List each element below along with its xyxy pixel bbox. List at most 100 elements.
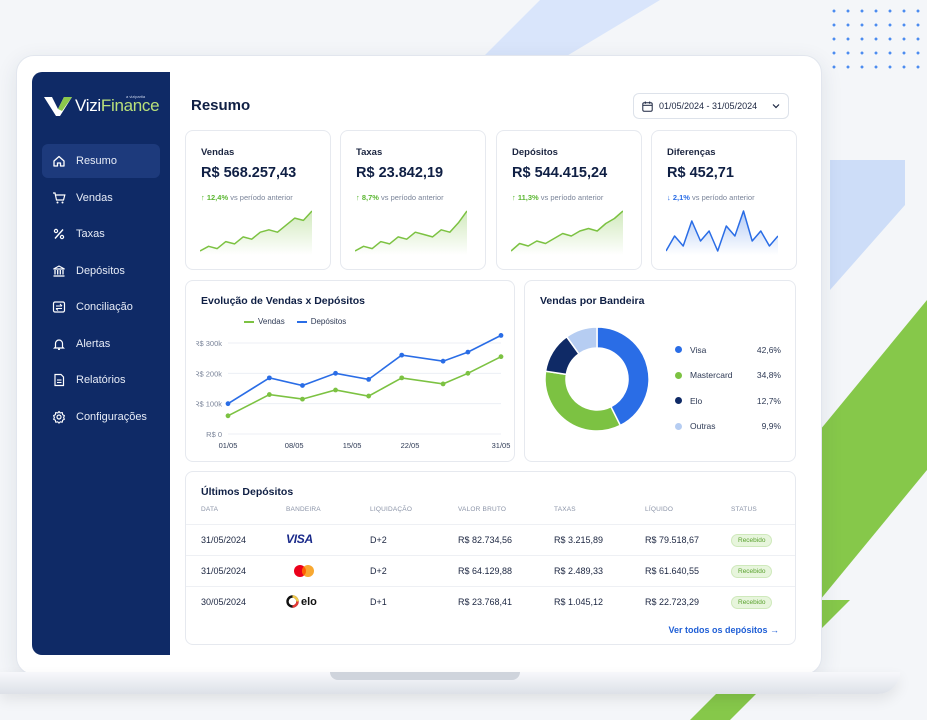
column-header[interactable]: LIQUIDAÇÃO — [370, 506, 413, 513]
sidebar-item-conciliacao[interactable]: Conciliação — [42, 290, 160, 324]
elo-label: elo — [301, 595, 317, 608]
sidebar-item-resumo[interactable]: Resumo — [42, 144, 160, 178]
sidebar-item-label: Depósitos — [76, 264, 125, 277]
legend-row-outras[interactable]: Outras 9,9% — [675, 414, 781, 440]
mastercard-logo-icon — [292, 563, 316, 581]
sidebar-item-label: Alertas — [76, 337, 111, 350]
chart-title: Vendas por Bandeira — [540, 295, 645, 307]
data-point — [333, 370, 338, 376]
donut-chart — [544, 326, 650, 432]
sidebar-item-relatorios[interactable]: Relatórios — [42, 363, 160, 397]
legend-dot — [675, 371, 682, 379]
table-row[interactable]: 31/05/2024 D+2 R$ 64.129,88 R$ 2.489,33 … — [186, 555, 795, 586]
kpi-sparkline — [355, 210, 467, 255]
kpi-value: R$ 452,71 — [667, 165, 734, 181]
calendar-icon — [642, 101, 653, 112]
sparkline-area — [355, 211, 467, 255]
table-row[interactable]: 31/05/2024 VISA D+2 R$ 82.734,56 R$ 3.21… — [186, 524, 795, 555]
data-point — [366, 377, 372, 382]
legend-value: 9,9% — [761, 421, 781, 432]
legend-dot — [675, 397, 682, 405]
x-tick-label: 31/05 — [492, 441, 511, 450]
table-row[interactable]: 30/05/2024 elo D+1 R$ 23.768,41 R$ 1.045… — [186, 586, 795, 617]
legend-row-mastercard[interactable]: Mastercard 34,8% — [675, 363, 781, 389]
y-tick-label: R$ 200k — [196, 369, 222, 378]
legend-row-elo[interactable]: Elo 12,7% — [675, 388, 781, 414]
home-icon — [52, 154, 66, 168]
cell-net: R$ 79.518,67 — [645, 535, 700, 545]
sidebar-item-vendas[interactable]: Vendas — [42, 181, 160, 215]
kpi-card-vendas[interactable]: Vendas R$ 568.257,43 ↑ 12,4% vs período … — [185, 130, 331, 270]
cell-net: R$ 22.723,29 — [645, 597, 700, 607]
kpi-sparkline — [511, 210, 623, 255]
kpi-trend-value: 8,7% — [361, 193, 379, 202]
date-range-picker[interactable]: 01/05/2024 - 31/05/2024 — [633, 93, 789, 119]
column-header[interactable]: STATUS — [731, 506, 757, 513]
x-tick-label: 22/05 — [401, 441, 420, 450]
chevron-down-icon — [772, 104, 780, 109]
legend-label: Depósitos — [310, 317, 347, 326]
trend-up-icon: ↑ — [356, 193, 362, 202]
kpi-card-taxas[interactable]: Taxas R$ 23.842,19 ↑ 8,7% vs período ant… — [340, 130, 486, 270]
dot-pattern — [827, 4, 923, 76]
legend-dot — [675, 346, 682, 354]
column-header[interactable]: TAXAS — [554, 506, 576, 513]
kpi-trend-suffix: vs período anterior — [692, 193, 755, 202]
column-header[interactable]: DATA — [201, 506, 219, 513]
series-line-vendas — [227, 355, 502, 417]
sidebar-nav: Resumo Vendas Taxas Depósitos Conciliaçã… — [42, 144, 160, 436]
sales-by-brand-card: Vendas por Bandeira Visa 42,6% Mastercard… — [524, 280, 796, 462]
column-header[interactable]: BANDEIRA — [286, 506, 321, 513]
kpi-label: Diferenças — [667, 147, 716, 158]
kpi-value: R$ 23.842,19 — [356, 165, 444, 181]
status-badge-label: Recebido — [731, 596, 773, 609]
sidebar-item-configuracoes[interactable]: Configurações — [42, 400, 160, 434]
legend-item-vendas[interactable]: Vendas — [244, 317, 285, 326]
status-badge: Recebido — [731, 565, 773, 578]
chart-legend: Vendas Depósitos — [244, 317, 346, 326]
legend-item-depositos[interactable]: Depósitos — [296, 317, 347, 326]
sidebar-item-depositos[interactable]: Depósitos — [42, 254, 160, 288]
sidebar-item-alertas[interactable]: Alertas — [42, 327, 160, 361]
cell-gross: R$ 64.129,88 — [458, 566, 513, 576]
main-content: Resumo 01/05/2024 - 31/05/2024 Vendas R$… — [170, 72, 806, 655]
app-logo[interactable]: ViziFinance — [44, 94, 160, 118]
laptop-base — [0, 672, 900, 694]
legend-value: 42,6% — [756, 344, 781, 355]
page-title: Resumo — [191, 97, 251, 114]
gear-icon — [52, 410, 66, 424]
sparkline-line — [666, 210, 778, 252]
cell-fees: R$ 2.489,33 — [554, 566, 604, 576]
column-header[interactable]: LÍQUIDO — [645, 506, 674, 513]
kpi-trend-suffix: vs período anterior — [381, 193, 444, 202]
sidebar-item-taxas[interactable]: Taxas — [42, 217, 160, 251]
data-point — [465, 370, 471, 376]
status-badge-label: Recebido — [731, 565, 773, 578]
visa-logo-icon: VISA — [286, 532, 313, 546]
kpi-card-diferencas[interactable]: Diferenças R$ 452,71 ↓ 2,1% vs período a… — [651, 130, 797, 270]
cart-icon — [52, 191, 66, 205]
data-point — [399, 352, 405, 358]
sparkline-area — [200, 211, 312, 255]
table-header: DATA BANDEIRA LIQUIDAÇÃO VALOR BRUTO TAX… — [186, 506, 795, 526]
cell-date: 31/05/2024 — [201, 535, 247, 545]
sparkline-area — [666, 211, 778, 255]
kpi-value: R$ 568.257,43 — [201, 165, 297, 181]
view-all-deposits-link[interactable]: Ver todos os depósitos → — [668, 625, 779, 635]
legend-label: Elo — [690, 395, 703, 406]
kpi-trend-value: 11,3% — [517, 193, 539, 202]
cell-settlement: D+2 — [370, 566, 387, 576]
data-point — [225, 401, 231, 407]
data-point — [440, 358, 446, 364]
legend-value: 12,7% — [756, 395, 781, 406]
legend-row-visa[interactable]: Visa 42,6% — [675, 337, 781, 363]
trend-down-icon: ↓ — [667, 193, 673, 202]
cell-fees: R$ 1.045,12 — [554, 597, 604, 607]
cell-settlement: D+1 — [370, 597, 387, 607]
sparkline-line — [200, 210, 312, 252]
y-tick-label: R$ 300k — [196, 339, 222, 348]
kpi-trend-suffix: vs período anterior — [540, 193, 604, 202]
kpi-trend: ↑ 11,3% vs período anterior — [512, 193, 603, 202]
kpi-card-depositos[interactable]: Depósitos R$ 544.415,24 ↑ 11,3% vs perío… — [496, 130, 642, 270]
column-header[interactable]: VALOR BRUTO — [458, 506, 507, 513]
